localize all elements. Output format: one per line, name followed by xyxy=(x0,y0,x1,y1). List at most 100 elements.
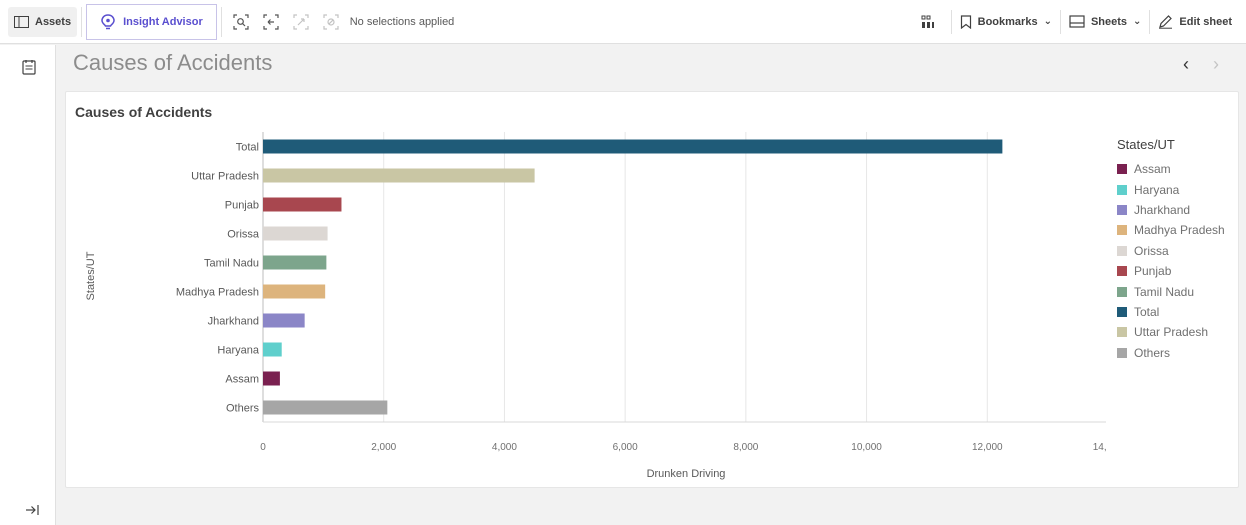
category-label: Tamil Nadu xyxy=(204,258,259,270)
left-rail xyxy=(0,45,56,525)
expand-arrow-icon xyxy=(26,505,39,515)
insight-advisor-label: Insight Advisor xyxy=(123,15,203,28)
toolbar-divider xyxy=(220,6,222,37)
legend-label: Haryana xyxy=(1134,182,1180,197)
top-toolbar: Assets Insight Advisor xyxy=(0,0,1246,44)
legend-item[interactable]: Total xyxy=(1117,302,1237,322)
chevron-down-icon: ⌄ xyxy=(1133,16,1142,27)
legend-item[interactable]: Haryana xyxy=(1117,179,1237,199)
category-label: Punjab xyxy=(225,200,259,212)
category-label: Haryana xyxy=(217,345,259,357)
selection-forward-icon xyxy=(293,13,309,30)
sheets-label: Sheets xyxy=(1090,15,1128,28)
chevron-down-icon: ⌄ xyxy=(1043,16,1052,27)
chart-card[interactable]: Causes of Accidents Total Uttar Pradesh Pu… xyxy=(65,91,1239,488)
legend-label: Total xyxy=(1134,304,1160,319)
legend-swatch xyxy=(1117,184,1127,195)
category-label: Jharkhand xyxy=(208,316,259,328)
grid-icon xyxy=(921,15,934,28)
legend-swatch xyxy=(1117,225,1127,236)
legend-label: Uttar Pradesh xyxy=(1134,325,1209,340)
legend-item[interactable]: Tamil Nadu xyxy=(1117,281,1237,301)
bar-others[interactable] xyxy=(263,400,388,415)
x-tick-label: 12,000 xyxy=(972,442,1003,453)
legend-item[interactable]: Punjab xyxy=(1117,261,1237,281)
legend-item[interactable]: Uttar Pradesh xyxy=(1117,322,1237,342)
insight-bulb-icon xyxy=(101,13,115,29)
sheet-title: Causes of Accidents xyxy=(73,50,273,75)
expand-panel-button[interactable] xyxy=(23,501,41,519)
bar-jharkhand[interactable] xyxy=(263,313,305,328)
app-grid-button[interactable] xyxy=(913,7,943,37)
x-tick-label: 4,000 xyxy=(492,442,517,453)
bar-punjab[interactable] xyxy=(263,197,342,212)
legend-label: Tamil Nadu xyxy=(1134,284,1195,299)
category-label: Uttar Pradesh xyxy=(191,171,259,183)
chart-legend: States/UT Assam Haryana Jharkhand Madhya Pr… xyxy=(1117,137,1237,363)
legend-label: Assam xyxy=(1134,162,1171,177)
step-back-button[interactable] xyxy=(256,7,286,37)
bar-chart: Total Uttar Pradesh Punjab Orissa Tamil Nadu… xyxy=(85,132,1106,480)
bar-total[interactable] xyxy=(263,139,1003,154)
toolbar-divider xyxy=(1059,9,1061,34)
legend-title: States/UT xyxy=(1117,137,1175,152)
sheet-properties-button[interactable] xyxy=(20,58,38,76)
x-tick-label: 0 xyxy=(260,442,266,453)
edit-sheet-button[interactable]: Edit sheet xyxy=(1150,7,1240,37)
legend-swatch xyxy=(1117,164,1127,175)
legend-label: Madhya Pradesh xyxy=(1134,223,1225,238)
x-tick-label: 10,000 xyxy=(851,442,882,453)
sheets-button[interactable]: Sheets ⌄ xyxy=(1061,7,1149,37)
legend-label: Orissa xyxy=(1134,243,1169,258)
bar-assam[interactable] xyxy=(263,371,280,386)
legend-swatch xyxy=(1117,286,1127,297)
pencil-icon xyxy=(1159,15,1173,29)
sheet-properties-icon xyxy=(22,60,36,75)
category-label: Total xyxy=(236,142,259,154)
category-label: Orissa xyxy=(227,229,260,241)
assets-button[interactable]: Assets xyxy=(8,6,78,37)
bar-uttar-pradesh[interactable] xyxy=(263,168,535,183)
toolbar-divider xyxy=(950,9,952,34)
legend-swatch xyxy=(1117,347,1127,358)
smart-search-button[interactable] xyxy=(226,7,256,37)
insight-advisor-button[interactable]: Insight Advisor xyxy=(86,3,217,40)
legend-item[interactable]: Others xyxy=(1117,343,1237,363)
bar-tamil-nadu[interactable] xyxy=(263,255,327,270)
x-tick-label: 8,000 xyxy=(733,442,758,453)
legend-item[interactable]: Jharkhand xyxy=(1117,200,1237,220)
bookmarks-button[interactable]: Bookmarks ⌄ xyxy=(952,7,1060,37)
legend-label: Jharkhand xyxy=(1134,202,1191,217)
legend-label: Others xyxy=(1134,345,1171,360)
legend-swatch xyxy=(1117,245,1127,256)
bookmark-icon xyxy=(960,14,971,29)
chart-title: Causes of Accidents xyxy=(75,104,213,120)
legend-item[interactable]: Madhya Pradesh xyxy=(1117,220,1237,240)
x-axis-title: Drunken Driving xyxy=(647,468,726,480)
x-tick-label: 2,000 xyxy=(371,442,396,453)
category-label: Others xyxy=(226,403,260,415)
bookmarks-label: Bookmarks xyxy=(977,15,1038,28)
toolbar-divider xyxy=(81,6,83,37)
selection-search-icon xyxy=(233,13,249,30)
bar-madhya-pradesh[interactable] xyxy=(263,284,326,299)
legend-swatch xyxy=(1117,327,1127,338)
bar-orissa[interactable] xyxy=(263,226,328,241)
sheet-icon xyxy=(1069,15,1085,28)
category-label: Madhya Pradesh xyxy=(176,287,259,299)
previous-sheet-button[interactable]: ‹ xyxy=(1183,54,1189,74)
legend-swatch xyxy=(1117,306,1127,317)
toolbar-right-group: Bookmarks ⌄ Sheets ⌄ Edit sheet xyxy=(913,0,1246,44)
clear-selections-icon xyxy=(323,13,339,30)
assets-label: Assets xyxy=(35,15,72,28)
bar-haryana[interactable] xyxy=(263,342,282,357)
next-sheet-button[interactable]: › xyxy=(1213,54,1219,74)
legend-item[interactable]: Assam xyxy=(1117,159,1237,179)
legend-label: Punjab xyxy=(1134,264,1172,279)
clear-selections-button[interactable] xyxy=(316,7,346,37)
y-axis-title: States/UT xyxy=(85,251,97,300)
legend-item[interactable]: Orissa xyxy=(1117,241,1237,261)
step-forward-button[interactable] xyxy=(286,7,316,37)
category-label: Assam xyxy=(225,374,259,386)
toolbar-divider xyxy=(1149,9,1151,34)
